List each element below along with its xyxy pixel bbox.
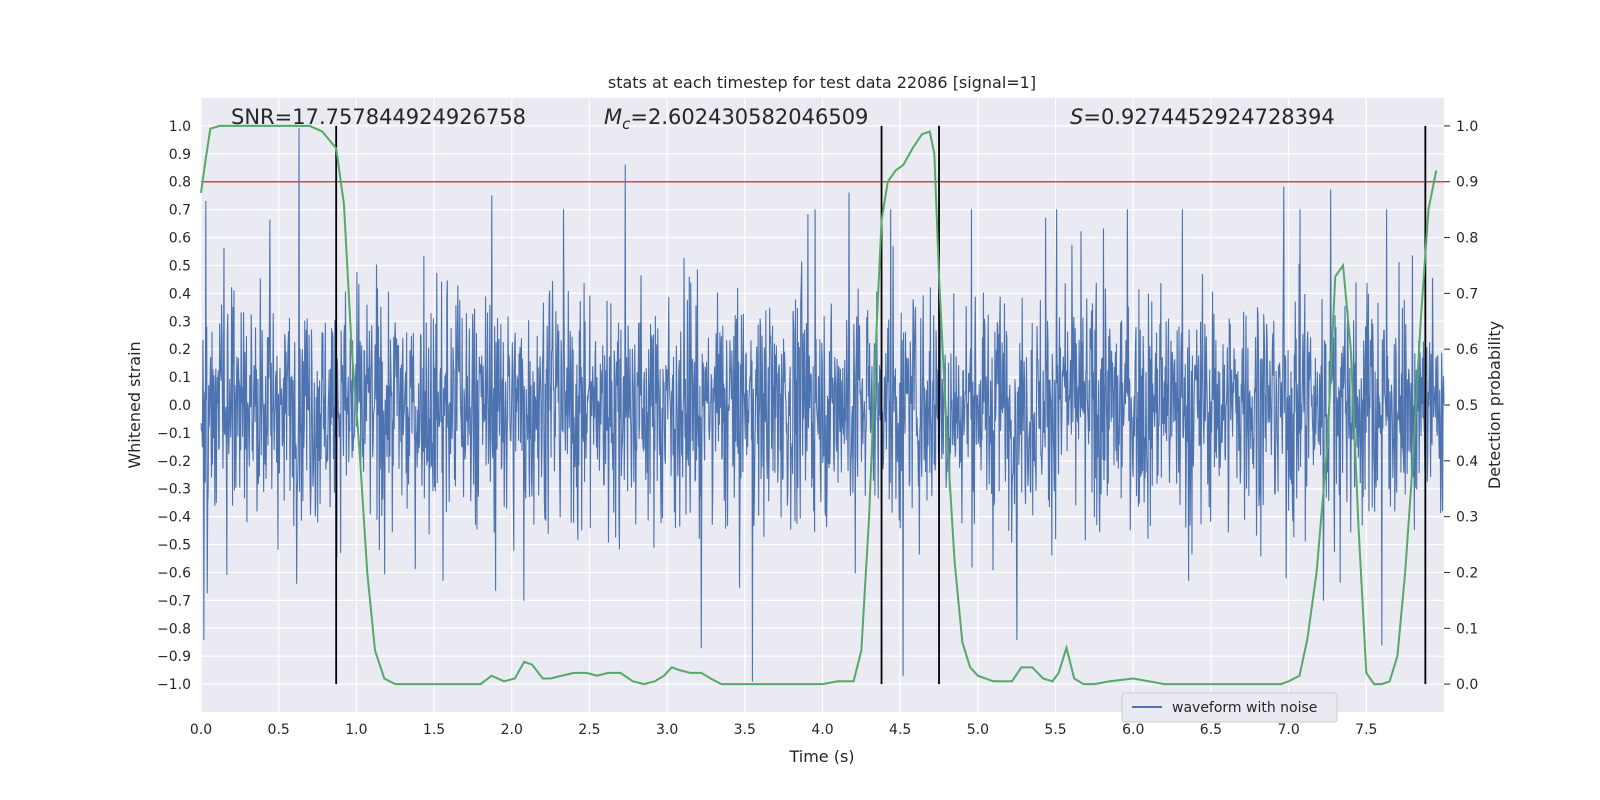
y2-tick-label: 0.0	[1456, 677, 1478, 693]
score-value: =0.9274452924728394	[1083, 105, 1334, 129]
y2-tick-label: 0.3	[1456, 510, 1478, 526]
y-tick-label: −1.0	[157, 677, 191, 693]
y2-tick-label: 0.9	[1456, 175, 1478, 191]
y-tick-label: 0.7	[169, 203, 191, 219]
y-tick-label: −0.4	[157, 510, 191, 526]
score-symbol: S	[1070, 105, 1083, 129]
y2-tick-label: 0.8	[1456, 231, 1478, 247]
y2-axis-label: Detection probability	[1485, 321, 1504, 489]
y-tick-label: 0.5	[169, 258, 191, 274]
y-tick-label: 0.2	[169, 342, 191, 358]
y-tick-label: −0.3	[157, 482, 191, 498]
y-tick-label: −0.6	[157, 565, 191, 581]
y-tick-label: −0.9	[157, 649, 191, 665]
x-tick-label: 4.5	[889, 722, 911, 738]
chirp-mass-symbol: M	[604, 105, 622, 129]
y2-tick-label: 0.2	[1456, 565, 1478, 581]
legend: waveform with noise	[1121, 692, 1338, 723]
y-tick-label: 0.4	[169, 286, 191, 302]
x-tick-label: 2.0	[501, 722, 523, 738]
y-tick-label: 0.9	[169, 147, 191, 163]
detection-probability-line	[200, 124, 1438, 686]
y-tick-label: 0.3	[169, 314, 191, 330]
chirp-mass-annotation: Mc=2.602430582046509	[604, 105, 868, 133]
x-axis-label: Time (s)	[788, 747, 854, 766]
waveform-series	[200, 128, 1445, 682]
x-tick-label: 7.0	[1277, 722, 1299, 738]
waveform-line	[200, 128, 1445, 682]
y2-tick-label: 0.5	[1456, 398, 1478, 414]
y2-tick-label: 1.0	[1456, 119, 1478, 135]
y-tick-label: 1.0	[169, 119, 191, 135]
y2-tick-label: 0.4	[1456, 454, 1478, 470]
legend-box	[1121, 692, 1338, 723]
y-tick-label: 0.6	[169, 231, 191, 247]
y-tick-label: −0.7	[157, 593, 191, 609]
x-tick-label: 0.0	[190, 722, 212, 738]
x-tick-label: 7.5	[1355, 722, 1377, 738]
x-tick-label: 5.5	[1044, 722, 1066, 738]
y-axis-label: Whitened strain	[125, 341, 144, 468]
y-tick-label: 0.8	[169, 175, 191, 191]
x-tick-label: 6.5	[1200, 722, 1222, 738]
y2-tick-label: 0.6	[1456, 342, 1478, 358]
y-tick-label: −0.8	[157, 621, 191, 637]
x-tick-label: 4.0	[811, 722, 833, 738]
chirp-mass-subscript: c	[622, 115, 631, 133]
overlay-layer	[200, 124, 1444, 686]
y2-tick-label: 0.7	[1456, 286, 1478, 302]
score-annotation: S=0.9274452924728394	[1070, 105, 1335, 129]
x-tick-label: 3.0	[656, 722, 678, 738]
tick-labels: 0.0 0.5 1.0 1.5 2.0 2.5 3.0 3.5 4.0 4.5 5.0 5.5 6.0 6…	[157, 119, 1478, 738]
chirp-mass-value: =2.602430582046509	[630, 105, 868, 129]
y-tick-label: −0.1	[157, 426, 191, 442]
y-tick-label: 0.0	[169, 398, 191, 414]
chart-title: stats at each timestep for test data 220…	[608, 73, 1036, 92]
legend-label: waveform with noise	[1172, 700, 1317, 716]
x-tick-label: 2.5	[578, 722, 600, 738]
y2-tick-label: 0.1	[1456, 621, 1478, 637]
y-tick-label: −0.5	[157, 538, 191, 554]
x-tick-label: 1.5	[423, 722, 445, 738]
x-tick-label: 5.0	[967, 722, 989, 738]
y-tick-label: 0.1	[169, 370, 191, 386]
x-tick-label: 3.5	[734, 722, 756, 738]
x-tick-label: 1.0	[345, 722, 367, 738]
y-tick-label: −0.2	[157, 454, 191, 470]
snr-annotation: SNR=17.757844924926758	[231, 105, 526, 129]
x-tick-label: 6.0	[1122, 722, 1144, 738]
x-tick-label: 0.5	[268, 722, 290, 738]
